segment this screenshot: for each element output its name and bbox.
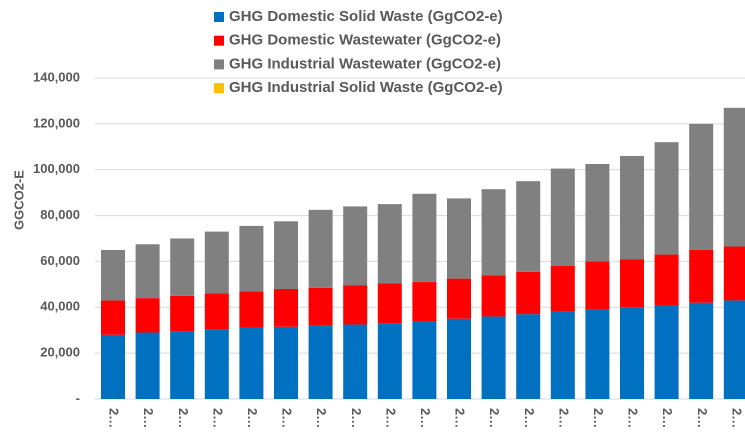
bar-segment: [481, 275, 506, 317]
bar-segment: [723, 300, 745, 399]
bar-segment: [447, 198, 471, 279]
x-tick-label: 2…: [314, 408, 329, 428]
y-tick-label: 140,000: [33, 69, 80, 84]
bar-segment: [516, 181, 541, 272]
bar-segment: [343, 324, 368, 399]
bar-segment: [343, 206, 368, 286]
bar-segment: [377, 204, 402, 284]
bar-segment: [550, 311, 575, 399]
bar-segment: [516, 314, 541, 399]
y-tick-label: 60,000: [40, 253, 80, 268]
bar-segment: [101, 334, 125, 399]
bar-segment: [412, 282, 437, 322]
x-tick-label: 2…: [729, 408, 744, 428]
bar-segment: [274, 221, 298, 289]
y-tick-label: 40,000: [40, 299, 80, 314]
legend-label: GHG Industrial Wastewater (GgCO2-e): [229, 55, 501, 72]
bar-segment: [550, 168, 575, 267]
bar-segment: [377, 283, 402, 324]
x-tick-label: 2…: [453, 408, 468, 428]
x-tick-label: 2…: [176, 408, 191, 428]
bar-segment: [170, 295, 195, 332]
legend-swatch: [214, 35, 224, 46]
bar-segment: [204, 231, 229, 294]
bar-segment: [585, 163, 610, 262]
y-tick-label: 120,000: [33, 115, 80, 130]
bar-segment: [204, 293, 229, 330]
bar-segment: [239, 291, 264, 328]
y-tick-label: 20,000: [40, 345, 80, 360]
x-tick-label: 2…: [280, 408, 295, 428]
bar-segment: [377, 323, 402, 399]
bar-segment: [412, 193, 437, 283]
bar-segment: [239, 225, 264, 292]
x-tick-label: 2…: [556, 408, 571, 428]
bar-segment: [170, 331, 195, 399]
x-tick-label: 2…: [626, 408, 641, 428]
bar-segment: [308, 325, 333, 399]
x-tick-label: 2…: [383, 408, 398, 428]
bar-segment: [689, 123, 714, 250]
legend-label: GHG Industrial Solid Waste (GgCO2-e): [229, 79, 503, 96]
bar-segment: [620, 259, 644, 308]
bar-segment: [723, 107, 745, 247]
legend-swatch: [214, 12, 224, 22]
legend-swatch: [214, 83, 224, 94]
bar-segment: [481, 189, 506, 276]
x-tick-label: 2…: [660, 408, 675, 428]
bar-segment: [620, 307, 644, 399]
bar-segment: [585, 309, 610, 399]
legend-label: GHG Domestic Wastewater (GgCO2-e): [229, 32, 501, 49]
bar-segment: [274, 288, 298, 327]
bar-segment: [447, 318, 471, 399]
bar-segment: [481, 316, 506, 399]
legend-swatch: [214, 59, 224, 70]
y-tick-label: -: [76, 390, 80, 405]
bar-segment: [447, 278, 471, 319]
y-tick-label: 100,000: [33, 161, 80, 176]
x-tick-label: 2…: [487, 408, 502, 428]
bar-segment: [135, 332, 160, 399]
x-tick-label: 2…: [349, 408, 364, 428]
x-tick-label: 2…: [141, 408, 156, 428]
x-tick-label: 2…: [591, 408, 606, 428]
bar-segment: [723, 246, 745, 301]
bar-segment: [516, 271, 541, 315]
bar-segment: [135, 244, 160, 299]
legend-label: GHG Domestic Solid Waste (GgCO2-e): [229, 8, 503, 25]
x-tick-label: 2…: [695, 408, 710, 428]
bar-segment: [550, 266, 575, 312]
bar-segment: [274, 326, 298, 399]
bar-segment: [654, 142, 679, 255]
bar-segment: [308, 209, 333, 288]
y-axis-label: GGCO2-E: [11, 170, 26, 230]
bar-segment: [101, 249, 125, 301]
bar-segment: [204, 329, 229, 399]
bar-segment: [654, 304, 679, 399]
x-tick-label: 2…: [210, 408, 225, 428]
bar-segment: [239, 327, 264, 399]
bar-segment: [620, 155, 644, 260]
x-tick-label: 2…: [418, 408, 433, 428]
x-tick-label: 2…: [107, 408, 122, 428]
x-tick-label: 2…: [245, 408, 260, 428]
bar-segment: [689, 249, 714, 303]
x-tick-label: 2…: [522, 408, 537, 428]
bar-segment: [101, 300, 125, 335]
bar-segment: [654, 254, 679, 305]
bar-segment: [343, 285, 368, 325]
y-tick-label: 80,000: [40, 207, 80, 222]
bar-segment: [412, 321, 437, 399]
bar-segment: [170, 238, 195, 296]
bar-segment: [585, 261, 610, 310]
bar-segment: [135, 298, 160, 333]
bar-segment: [689, 302, 714, 399]
bar-segment: [308, 287, 333, 326]
